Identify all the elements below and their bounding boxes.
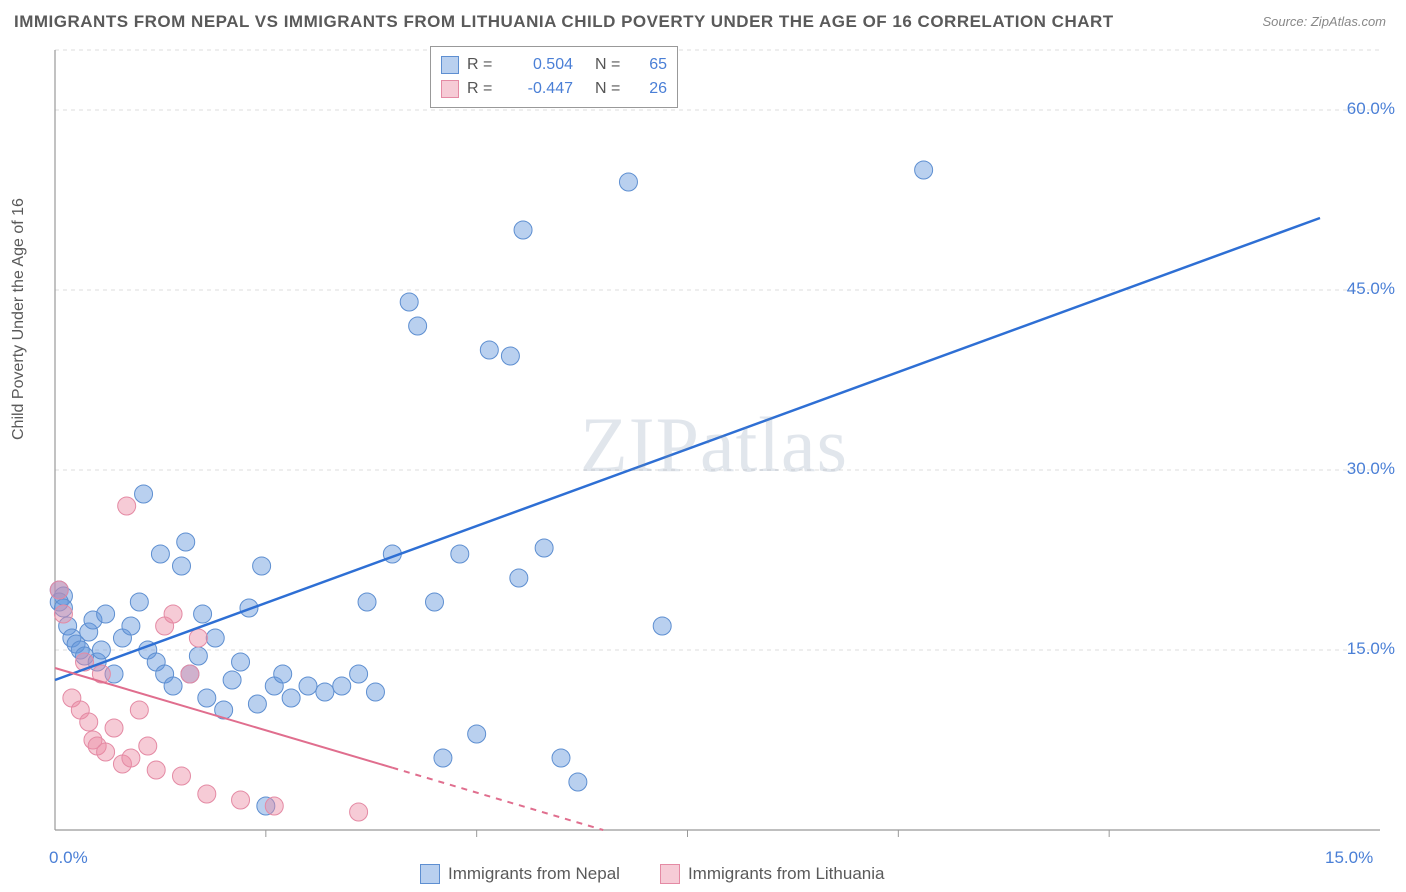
x-min-label: 0.0%	[49, 848, 88, 868]
legend-series-label: Immigrants from Lithuania	[688, 864, 885, 884]
y-tick-label: 30.0%	[1325, 459, 1395, 479]
x-max-label: 15.0%	[1325, 848, 1373, 868]
legend-stat-row: R = -0.447 N = 26	[441, 77, 667, 101]
legend-swatch	[441, 80, 459, 98]
legend-n-value: 65	[637, 56, 667, 74]
chart-title: IMMIGRANTS FROM NEPAL VS IMMIGRANTS FROM…	[14, 12, 1114, 32]
legend-r-value: -0.447	[503, 80, 573, 98]
legend-swatch	[441, 56, 459, 74]
legend-n-label: N =	[595, 80, 629, 98]
legend-swatch	[660, 864, 680, 884]
legend-swatch	[420, 864, 440, 884]
legend-series-item: Immigrants from Lithuania	[660, 864, 885, 884]
legend-series-item: Immigrants from Nepal	[420, 864, 620, 884]
y-tick-label: 15.0%	[1325, 639, 1395, 659]
legend-series-label: Immigrants from Nepal	[448, 864, 620, 884]
legend-r-label: R =	[467, 80, 495, 98]
legend-series: Immigrants from Nepal Immigrants from Lit…	[420, 864, 884, 884]
legend-r-label: R =	[467, 56, 495, 74]
y-axis-label: Child Poverty Under the Age of 16	[10, 198, 28, 440]
legend-n-label: N =	[595, 56, 629, 74]
y-tick-label: 45.0%	[1325, 279, 1395, 299]
legend-r-value: 0.504	[503, 56, 573, 74]
y-tick-label: 60.0%	[1325, 99, 1395, 119]
legend-stat-row: R = 0.504 N = 65	[441, 53, 667, 77]
legend-correlation-stats: R = 0.504 N = 65 R = -0.447 N = 26	[430, 46, 678, 108]
legend-n-value: 26	[637, 80, 667, 98]
correlation-chart	[45, 40, 1395, 860]
source-attribution: Source: ZipAtlas.com	[1262, 14, 1386, 29]
